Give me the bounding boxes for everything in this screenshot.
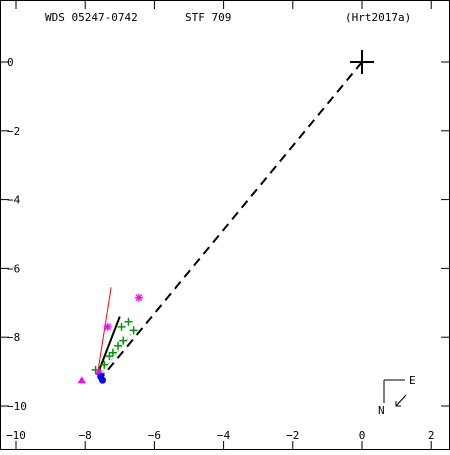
compass-arrow-head (395, 401, 401, 407)
axis-tick-labels: −10 −8 −6 −4 −2 0 2 0 −2 −4 −6 −8 −10 (6, 56, 434, 442)
y-tick-label: −2 (7, 125, 20, 138)
x-tick-label: 2 (428, 429, 435, 442)
current-position-point (99, 376, 106, 384)
compass-east-label: E (409, 374, 416, 387)
designation-label: STF 709 (185, 11, 231, 24)
residual-line (96, 287, 112, 376)
x-tick-label: −8 (79, 429, 92, 442)
x-tick-label: −4 (217, 429, 231, 442)
y-tick-label: −4 (7, 194, 21, 207)
speckle-point (135, 294, 143, 302)
x-tick-label: −6 (148, 429, 161, 442)
speckle-triangle-point (77, 376, 86, 384)
compass-rose: E N (378, 374, 416, 417)
x-tick-label: −2 (286, 429, 299, 442)
x-tick-label: 0 (359, 429, 366, 442)
y-tick-label: −10 (7, 400, 27, 413)
speckle-triangle-point (95, 367, 104, 375)
compass-north-label: N (378, 404, 385, 417)
reference-label: (Hrt2017a) (345, 11, 411, 24)
compass-motion-arrow (395, 394, 407, 407)
system-id-label: WDS 05247-0742 (45, 11, 138, 24)
x-tick-label: −10 (6, 429, 26, 442)
dotted-trend-line (102, 330, 135, 372)
y-tick-label: −6 (7, 262, 20, 275)
y-tick-label: −8 (7, 331, 20, 344)
observation-markers (77, 50, 374, 384)
y-tick-label: 0 (7, 56, 14, 69)
speckle-point (104, 323, 112, 331)
primary-companion-dashed-line (99, 61, 363, 380)
